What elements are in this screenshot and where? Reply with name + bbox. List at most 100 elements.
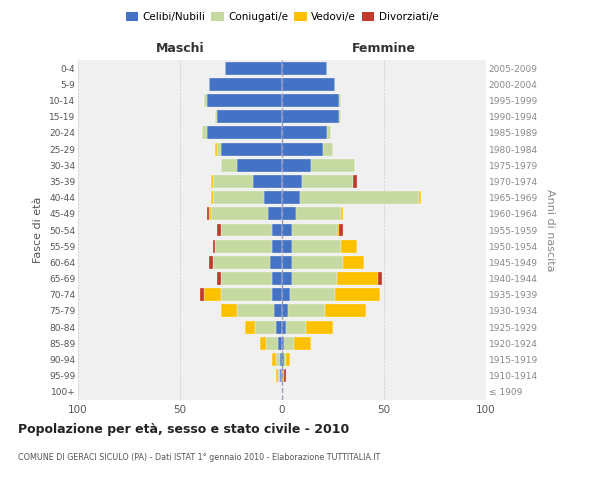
Bar bbox=[266, 337, 278, 350]
Bar bbox=[302, 175, 353, 188]
Bar bbox=[282, 288, 290, 301]
Bar bbox=[278, 369, 280, 382]
Bar bbox=[278, 337, 282, 350]
Bar bbox=[282, 159, 311, 172]
Bar bbox=[206, 94, 282, 107]
Bar bbox=[209, 208, 211, 220]
Bar bbox=[272, 353, 276, 366]
Bar bbox=[221, 159, 237, 172]
Bar bbox=[280, 353, 282, 366]
Bar bbox=[323, 142, 333, 156]
Bar bbox=[253, 175, 282, 188]
Bar bbox=[206, 126, 282, 140]
Bar bbox=[276, 369, 278, 382]
Bar bbox=[378, 272, 382, 285]
Bar bbox=[282, 320, 286, 334]
Bar bbox=[282, 224, 292, 236]
Bar bbox=[282, 94, 339, 107]
Bar bbox=[221, 224, 272, 236]
Bar bbox=[282, 369, 284, 382]
Bar bbox=[263, 191, 282, 204]
Bar bbox=[290, 288, 335, 301]
Text: Maschi: Maschi bbox=[155, 42, 205, 55]
Bar bbox=[212, 240, 215, 252]
Bar bbox=[221, 142, 282, 156]
Bar bbox=[256, 320, 276, 334]
Bar bbox=[211, 175, 212, 188]
Text: COMUNE DI GERACI SICULO (PA) - Dati ISTAT 1° gennaio 2010 - Elaborazione TUTTITA: COMUNE DI GERACI SICULO (PA) - Dati ISTA… bbox=[18, 452, 380, 462]
Bar bbox=[272, 240, 282, 252]
Bar bbox=[270, 256, 282, 269]
Bar bbox=[286, 353, 290, 366]
Bar bbox=[282, 78, 335, 91]
Bar bbox=[280, 369, 282, 382]
Bar bbox=[284, 369, 286, 382]
Bar bbox=[272, 272, 282, 285]
Bar bbox=[419, 191, 421, 204]
Bar bbox=[292, 272, 337, 285]
Bar bbox=[205, 94, 206, 107]
Legend: Celibi/Nubili, Coniugati/e, Vedovi/e, Divorziati/e: Celibi/Nubili, Coniugati/e, Vedovi/e, Di… bbox=[121, 8, 443, 26]
Bar bbox=[215, 240, 272, 252]
Bar bbox=[282, 256, 292, 269]
Bar bbox=[217, 224, 221, 236]
Bar bbox=[211, 208, 268, 220]
Bar bbox=[282, 208, 296, 220]
Bar bbox=[221, 304, 237, 318]
Bar bbox=[353, 175, 358, 188]
Bar bbox=[282, 191, 301, 204]
Bar bbox=[206, 208, 209, 220]
Bar bbox=[209, 78, 282, 91]
Bar bbox=[327, 126, 331, 140]
Bar bbox=[296, 208, 341, 220]
Bar bbox=[337, 272, 378, 285]
Bar bbox=[221, 272, 272, 285]
Bar bbox=[282, 240, 292, 252]
Bar bbox=[211, 191, 212, 204]
Bar bbox=[237, 304, 274, 318]
Bar bbox=[339, 110, 341, 123]
Bar bbox=[337, 224, 339, 236]
Bar bbox=[282, 272, 292, 285]
Bar bbox=[221, 288, 272, 301]
Bar bbox=[292, 224, 337, 236]
Bar bbox=[209, 256, 212, 269]
Bar bbox=[217, 110, 282, 123]
Bar bbox=[339, 224, 343, 236]
Bar bbox=[294, 337, 311, 350]
Bar bbox=[282, 62, 327, 74]
Bar bbox=[282, 337, 284, 350]
Bar bbox=[212, 256, 270, 269]
Bar bbox=[282, 126, 327, 140]
Bar bbox=[286, 320, 307, 334]
Bar bbox=[284, 337, 294, 350]
Bar bbox=[311, 159, 355, 172]
Bar bbox=[215, 142, 217, 156]
Bar bbox=[282, 142, 323, 156]
Bar bbox=[341, 240, 358, 252]
Bar bbox=[284, 353, 286, 366]
Bar bbox=[212, 191, 263, 204]
Bar bbox=[217, 272, 221, 285]
Bar bbox=[260, 337, 266, 350]
Bar bbox=[282, 304, 288, 318]
Bar bbox=[212, 175, 253, 188]
Bar bbox=[276, 353, 280, 366]
Text: Popolazione per età, sesso e stato civile - 2010: Popolazione per età, sesso e stato civil… bbox=[18, 422, 349, 436]
Bar bbox=[282, 353, 284, 366]
Bar bbox=[288, 304, 325, 318]
Bar bbox=[225, 62, 282, 74]
Bar bbox=[245, 320, 256, 334]
Bar bbox=[282, 110, 339, 123]
Bar bbox=[339, 94, 341, 107]
Bar bbox=[292, 256, 343, 269]
Bar bbox=[217, 142, 221, 156]
Text: Femmine: Femmine bbox=[352, 42, 416, 55]
Bar bbox=[274, 304, 282, 318]
Bar bbox=[282, 175, 302, 188]
Bar bbox=[343, 256, 364, 269]
Bar bbox=[341, 208, 343, 220]
Bar bbox=[272, 224, 282, 236]
Bar bbox=[205, 288, 221, 301]
Bar bbox=[301, 191, 419, 204]
